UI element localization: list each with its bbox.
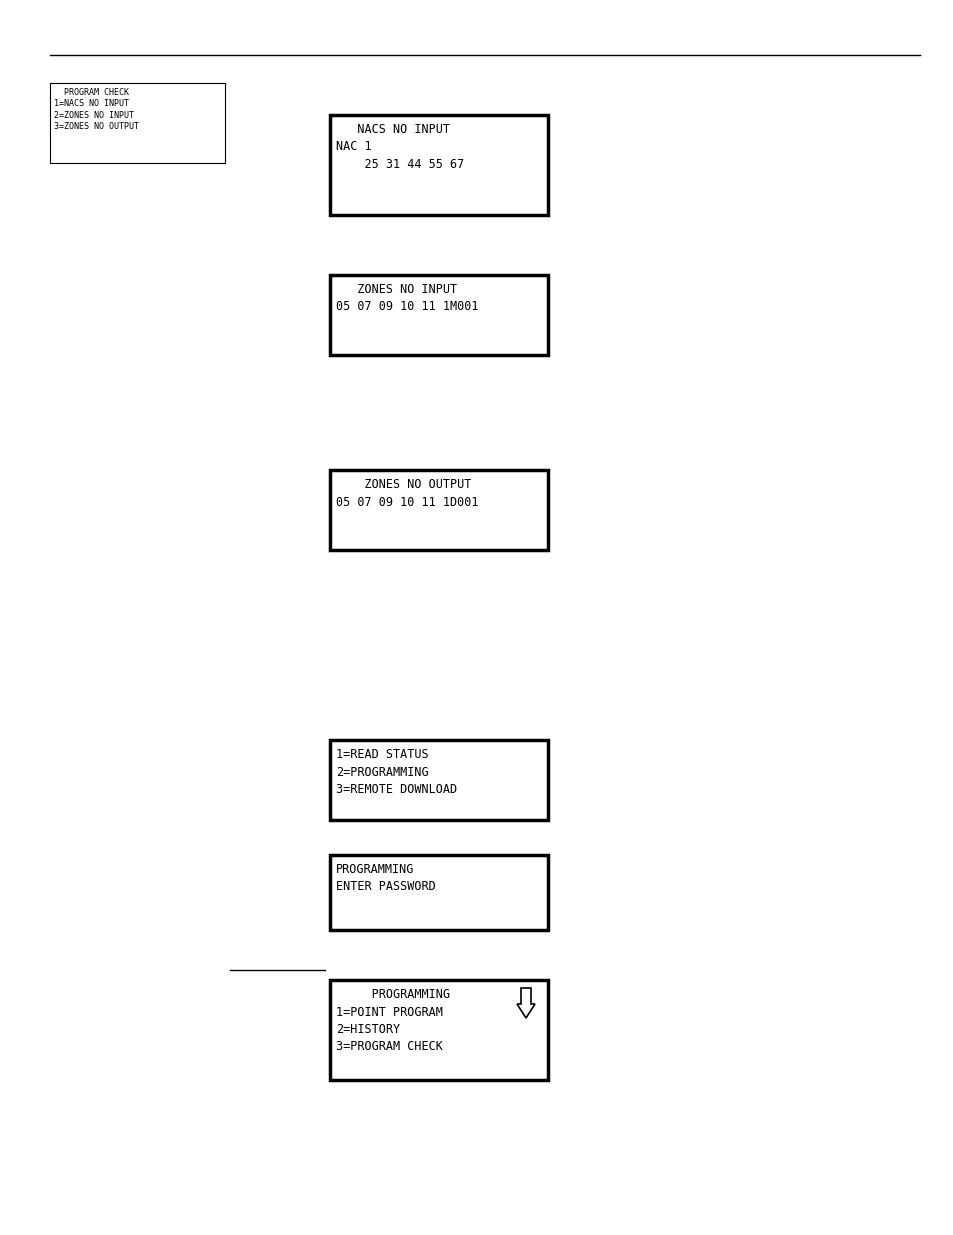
Polygon shape [517, 988, 535, 1018]
Bar [330, 855, 547, 930]
Bar [330, 275, 547, 354]
Bar [330, 740, 547, 820]
Bar [50, 83, 225, 163]
Text: 1=READ STATUS
2=PROGRAMMING
3=REMOTE DOWNLOAD: 1=READ STATUS 2=PROGRAMMING 3=REMOTE DOW… [335, 748, 456, 797]
Text: PROGRAMMING
1=POINT PROGRAM
2=HISTORY
3=PROGRAM CHECK: PROGRAMMING 1=POINT PROGRAM 2=HISTORY 3=… [335, 988, 450, 1053]
Text: ZONES NO OUTPUT
05 07 09 10 11 1D001: ZONES NO OUTPUT 05 07 09 10 11 1D001 [335, 478, 478, 509]
Bar [330, 981, 547, 1079]
Text: PROGRAMMING
ENTER PASSWORD: PROGRAMMING ENTER PASSWORD [335, 863, 436, 893]
Bar [330, 115, 547, 215]
Text: PROGRAM CHECK
1=NACS NO INPUT
2=ZONES NO INPUT
3=ZONES NO OUTPUT: PROGRAM CHECK 1=NACS NO INPUT 2=ZONES NO… [54, 88, 139, 131]
Text: ZONES NO INPUT
05 07 09 10 11 1M001: ZONES NO INPUT 05 07 09 10 11 1M001 [335, 283, 478, 314]
Bar [330, 471, 547, 550]
Text: NACS NO INPUT
NAC 1
    25 31 44 55 67: NACS NO INPUT NAC 1 25 31 44 55 67 [335, 124, 464, 170]
